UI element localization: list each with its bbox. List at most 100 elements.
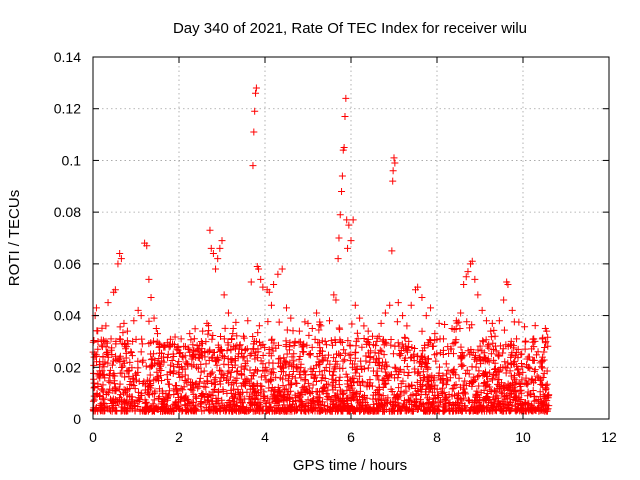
- data-point: [240, 365, 248, 373]
- data-point: [114, 260, 122, 268]
- data-point: [401, 334, 409, 342]
- data-point: [375, 332, 383, 340]
- data-point: [177, 397, 185, 405]
- data-point: [239, 399, 247, 407]
- data-point: [344, 373, 352, 381]
- data-point: [209, 250, 217, 258]
- data-point: [471, 406, 479, 414]
- data-point: [542, 338, 550, 346]
- data-point: [425, 378, 433, 386]
- data-point: [507, 389, 515, 397]
- data-point: [387, 336, 395, 344]
- data-point: [233, 368, 241, 376]
- data-point: [155, 365, 163, 373]
- data-point: [255, 405, 263, 413]
- data-point: [252, 89, 260, 97]
- data-point: [395, 393, 403, 401]
- data-point: [324, 392, 332, 400]
- data-point: [208, 335, 216, 343]
- data-point: [539, 401, 547, 409]
- data-point: [254, 399, 262, 407]
- y-tick-label: 0.1: [62, 152, 82, 168]
- x-tick-label: 0: [89, 429, 97, 445]
- data-point: [340, 389, 348, 397]
- data-point: [111, 380, 119, 388]
- data-point: [231, 406, 239, 414]
- data-point: [521, 338, 529, 346]
- data-point: [376, 346, 384, 354]
- data-point: [150, 314, 158, 322]
- data-point: [408, 344, 416, 352]
- data-point: [154, 405, 162, 413]
- data-point: [166, 368, 174, 376]
- data-point: [121, 373, 129, 381]
- data-point: [340, 346, 348, 354]
- data-point: [345, 406, 353, 414]
- data-point: [460, 385, 468, 393]
- data-point: [318, 337, 326, 345]
- data-point: [347, 237, 355, 245]
- data-point: [453, 406, 461, 414]
- data-point: [319, 406, 327, 414]
- data-point: [538, 353, 546, 361]
- data-point: [431, 330, 439, 338]
- data-point: [326, 367, 334, 375]
- data-point: [145, 405, 153, 413]
- data-point: [206, 226, 214, 234]
- data-point: [423, 360, 431, 368]
- data-point: [366, 341, 374, 349]
- data-point: [313, 309, 321, 317]
- data-point: [130, 378, 138, 386]
- data-point: [543, 407, 551, 415]
- data-point: [209, 391, 217, 399]
- data-point: [490, 346, 498, 354]
- data-point: [296, 370, 304, 378]
- data-point: [189, 341, 197, 349]
- data-point: [91, 383, 99, 391]
- data-point: [367, 347, 375, 355]
- data-point: [201, 353, 209, 361]
- data-point: [435, 372, 443, 380]
- data-point: [281, 386, 289, 394]
- data-point: [255, 265, 263, 273]
- data-point: [183, 360, 191, 368]
- data-point: [203, 372, 211, 380]
- data-point: [506, 367, 514, 375]
- data-point: [127, 349, 135, 357]
- data-point: [121, 339, 129, 347]
- data-point: [106, 385, 114, 393]
- data-point: [329, 371, 337, 379]
- data-point: [105, 389, 113, 397]
- data-point: [526, 390, 534, 398]
- data-point: [507, 337, 515, 345]
- data-point: [467, 345, 475, 353]
- data-point: [348, 360, 356, 368]
- data-point: [283, 350, 291, 358]
- data-point: [364, 335, 372, 343]
- y-tick-label: 0: [73, 411, 81, 427]
- data-point: [267, 368, 275, 376]
- data-point: [192, 393, 200, 401]
- data-point: [507, 361, 515, 369]
- data-point: [229, 393, 237, 401]
- data-point: [295, 355, 303, 363]
- data-point: [335, 381, 343, 389]
- data-point: [461, 390, 469, 398]
- data-point: [255, 322, 263, 330]
- data-point: [138, 358, 146, 366]
- data-point: [156, 361, 164, 369]
- data-point: [214, 399, 222, 407]
- data-point: [112, 387, 120, 395]
- data-point: [472, 363, 480, 371]
- data-point: [397, 346, 405, 354]
- data-point: [205, 400, 213, 408]
- data-point: [503, 364, 511, 372]
- data-point: [178, 407, 186, 415]
- data-point: [200, 379, 208, 387]
- data-point: [517, 386, 525, 394]
- data-point: [359, 379, 367, 387]
- data-point: [512, 378, 520, 386]
- data-point: [370, 355, 378, 363]
- data-point: [186, 330, 194, 338]
- data-point: [288, 353, 296, 361]
